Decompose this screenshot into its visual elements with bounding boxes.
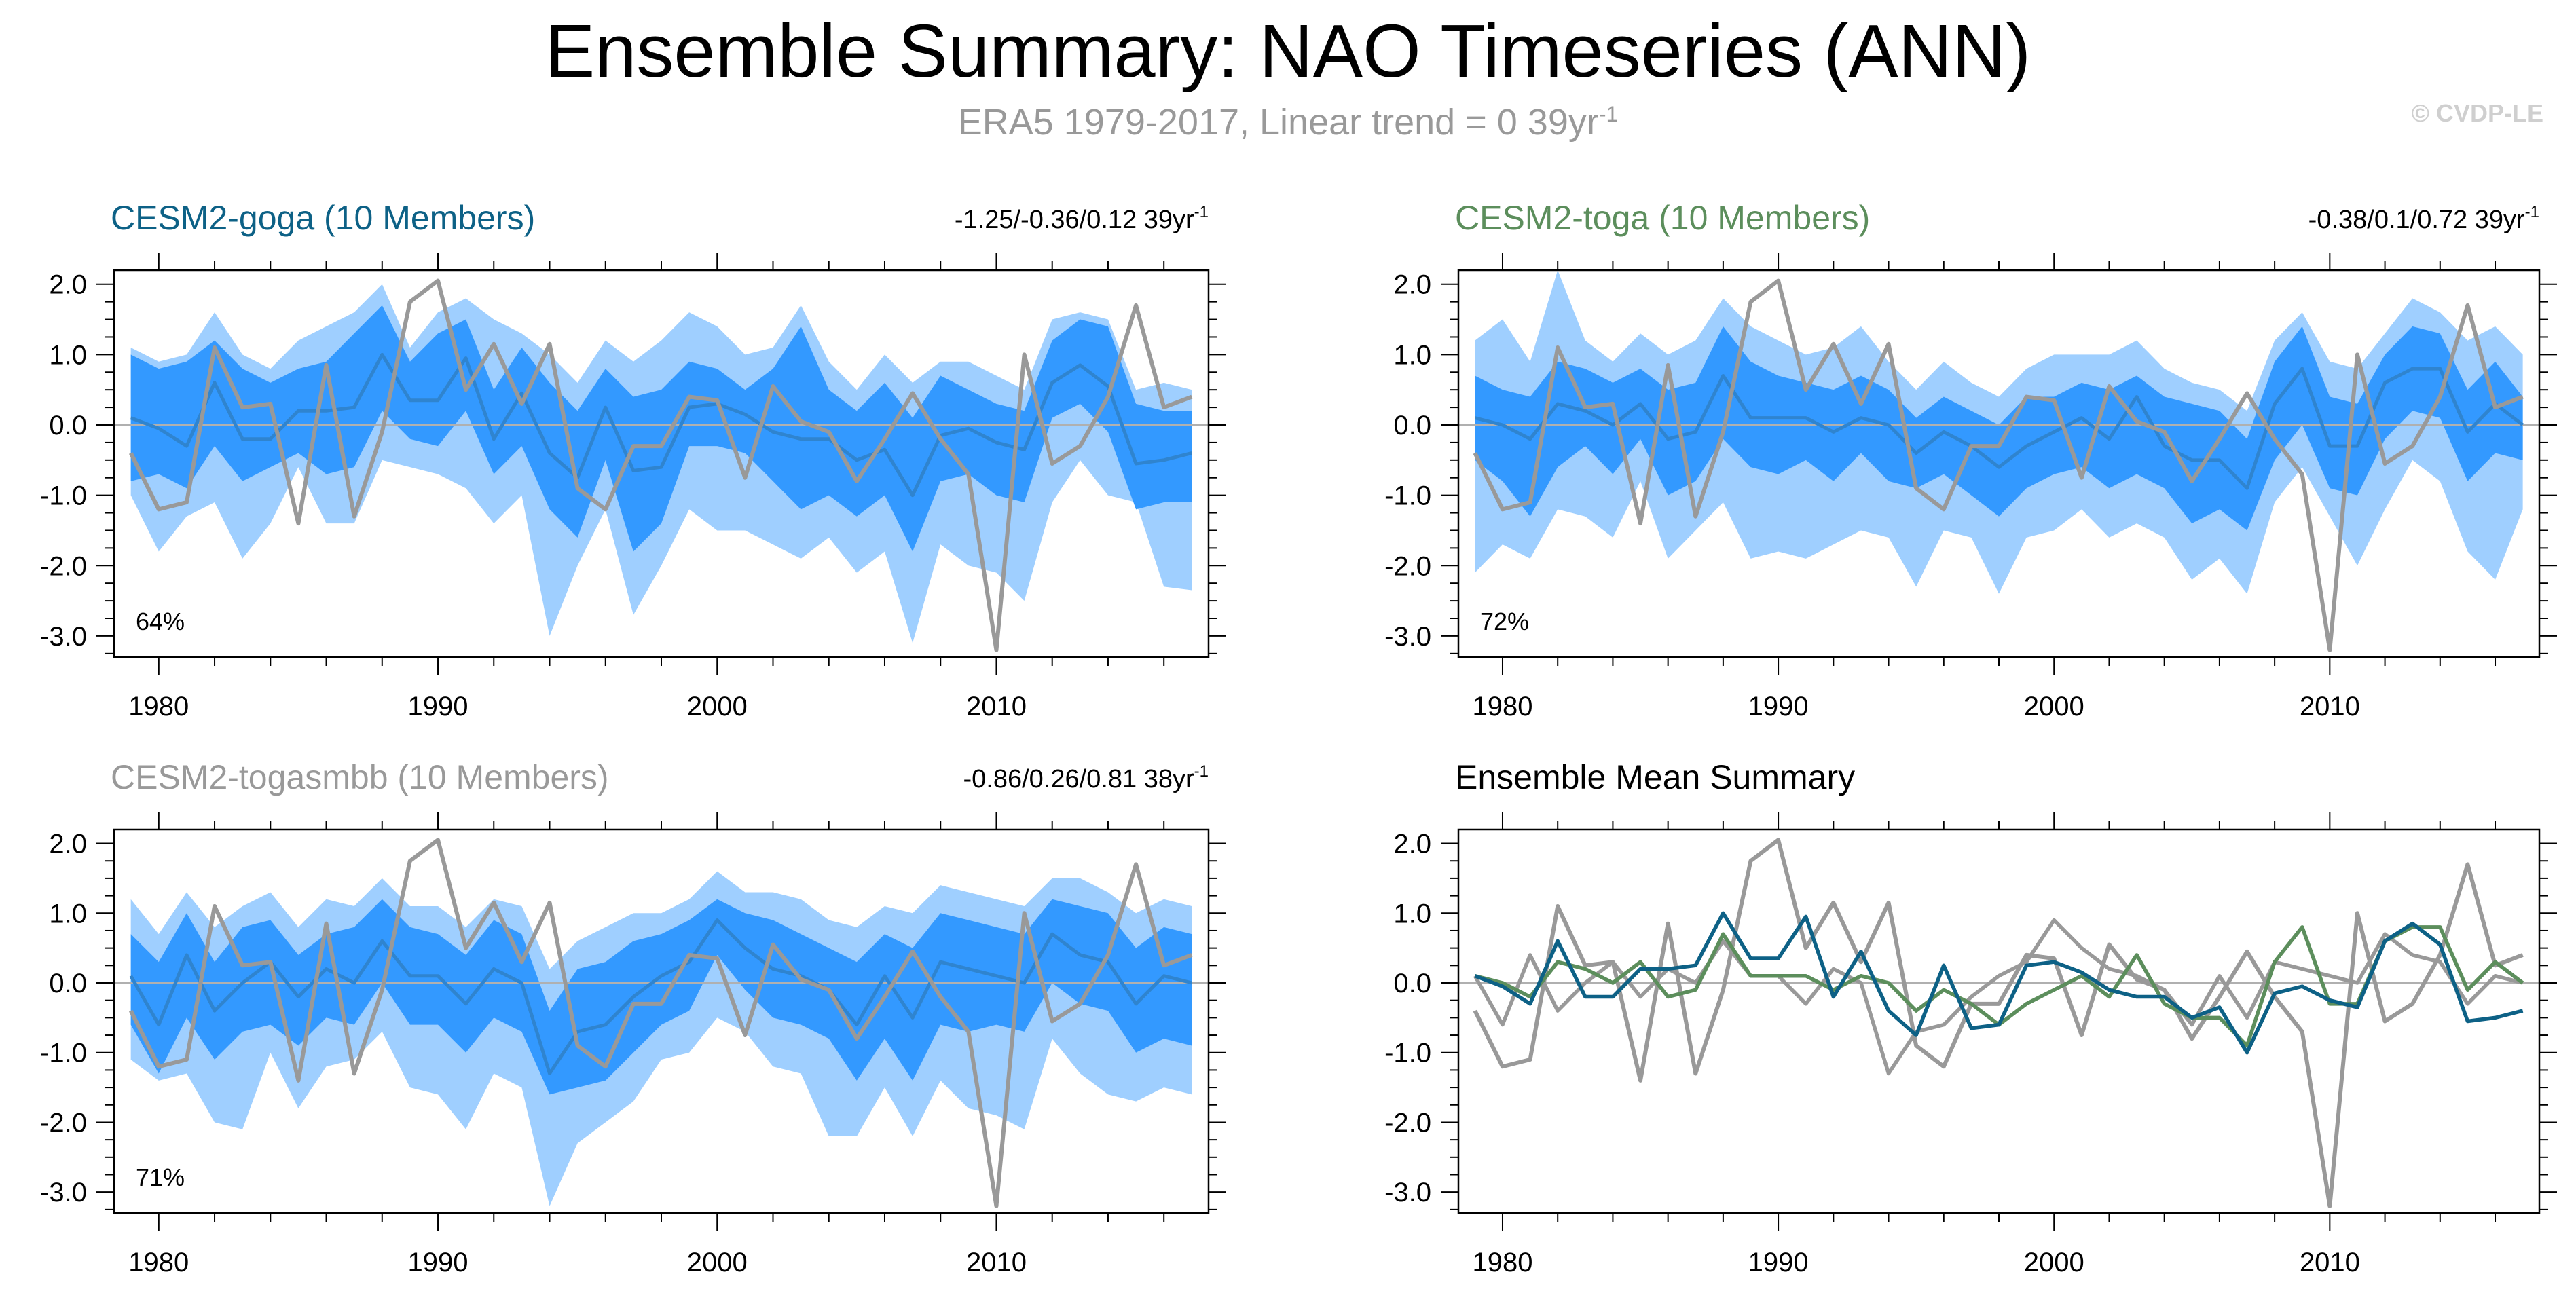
y-tick-label: -2.0 — [40, 551, 87, 581]
panel-stats-superscript: -1 — [2525, 203, 2539, 221]
panel-stats-superscript: -1 — [1194, 203, 1209, 221]
x-tick-label: 2010 — [2300, 1248, 2360, 1277]
y-tick-label: 0.0 — [49, 411, 87, 441]
percent-label: 71% — [136, 1163, 185, 1191]
observed-line — [1473, 278, 2524, 652]
inner-spread-band — [1475, 326, 2523, 531]
panel-title-mean: Ensemble Mean Summary — [1455, 758, 1855, 796]
x-tick-label: 1980 — [128, 692, 189, 722]
percent-label: 64% — [136, 608, 185, 635]
panel-stats-text: -0.38/0.1/0.72 39yr — [2308, 206, 2525, 234]
x-tick-label: 1990 — [1748, 692, 1809, 722]
panel-goga: CESM2-goga (10 Members) -1.25/-0.36/0.12 … — [40, 199, 1226, 722]
x-tick-label: 2010 — [2300, 692, 2360, 722]
subtitle: ERA5 1979-2017, Linear trend = 0 39yr-1 — [0, 100, 2576, 145]
percent-label: 72% — [1480, 608, 1529, 635]
y-tick-label: -3.0 — [40, 1178, 87, 1208]
y-tick-label: -1.0 — [40, 1039, 87, 1068]
x-tick-label: 2000 — [2024, 1248, 2084, 1277]
x-tick-label: 2000 — [687, 1248, 748, 1277]
y-tick-label: -1.0 — [40, 481, 87, 511]
panel-title-goga: CESM2-goga (10 Members) — [111, 199, 535, 237]
y-tick-label: 1.0 — [49, 899, 87, 929]
y-tick-label: 0.0 — [49, 969, 87, 998]
panel-mean: Ensemble Mean Summary 2.0 1.0 0.0 -1.0 -2.0 -3… — [1384, 758, 2557, 1277]
x-tick-label: 1980 — [1472, 692, 1532, 722]
x-tick-label: 1980 — [1472, 1248, 1532, 1277]
panel-stats-text: -1.25/-0.36/0.12 39yr — [955, 206, 1194, 234]
y-tick-label: 0.0 — [1393, 969, 1431, 998]
y-tick-label: -3.0 — [40, 622, 87, 652]
y-tick-label: 2.0 — [1393, 270, 1431, 300]
ensemble-mean-line — [129, 918, 1192, 1076]
y-tick-label: -3.0 — [1384, 622, 1431, 652]
y-tick-label: 2.0 — [49, 829, 87, 859]
panel-title-toga: CESM2-toga (10 Members) — [1455, 199, 1870, 237]
x-tick-label: 2010 — [966, 692, 1027, 722]
panel-toga: CESM2-toga (10 Members) -0.38/0.1/0.72 39… — [1384, 199, 2557, 722]
main-title: Ensemble Summary: NAO Timeseries (ANN) — [545, 10, 2031, 93]
y-tick-label: -2.0 — [1384, 1108, 1431, 1138]
y-tick-label: 1.0 — [1393, 899, 1431, 929]
x-tick-label: 2000 — [2024, 692, 2084, 722]
y-tick-label: 1.0 — [49, 340, 87, 370]
y-tick-label: -1.0 — [1384, 481, 1431, 511]
panel-stats-text: -0.86/0.26/0.81 38yr — [963, 765, 1194, 793]
panel-stats-goga: -1.25/-0.36/0.12 39yr-1 — [955, 203, 1209, 234]
summary-line-goga — [1474, 911, 2524, 1055]
y-tick-label: 1.0 — [1393, 340, 1431, 370]
x-tick-label: 1990 — [408, 692, 468, 722]
panel-title-togasmbb: CESM2-togasmbb (10 Members) — [111, 758, 609, 796]
inner-spread-band — [130, 899, 1192, 1095]
y-tick-label: -3.0 — [1384, 1178, 1431, 1208]
observed-line — [128, 278, 1193, 652]
y-tick-label: -2.0 — [1384, 551, 1431, 581]
x-tick-label: 1990 — [1748, 1248, 1809, 1277]
x-tick-label: 1990 — [408, 1248, 468, 1277]
subtitle-text: ERA5 1979-2017, Linear trend = 0 39yr — [957, 102, 1599, 143]
panel-stats-togasmbb: -0.86/0.26/0.81 38yr-1 — [963, 762, 1209, 793]
panel-togasmbb: CESM2-togasmbb (10 Members) -0.86/0.26/0.… — [40, 758, 1226, 1277]
y-tick-label: 2.0 — [1393, 829, 1431, 859]
observed-line — [128, 838, 1193, 1208]
panel-stats-superscript: -1 — [1194, 762, 1209, 781]
observed-line — [1473, 838, 2524, 1208]
y-tick-label: 2.0 — [49, 270, 87, 300]
copyright-label: © CVDP-LE — [2411, 99, 2543, 127]
y-tick-label: -2.0 — [40, 1108, 87, 1138]
y-tick-label: -1.0 — [1384, 1039, 1431, 1068]
subtitle-superscript: -1 — [1598, 102, 1619, 126]
x-tick-label: 2010 — [966, 1248, 1027, 1277]
x-tick-label: 1980 — [128, 1248, 189, 1277]
panel-stats-toga: -0.38/0.1/0.72 39yr-1 — [2308, 203, 2539, 234]
x-tick-label: 2000 — [687, 692, 748, 722]
summary-line-togasmbb — [1473, 918, 2524, 1076]
y-tick-label: 0.0 — [1393, 411, 1431, 441]
